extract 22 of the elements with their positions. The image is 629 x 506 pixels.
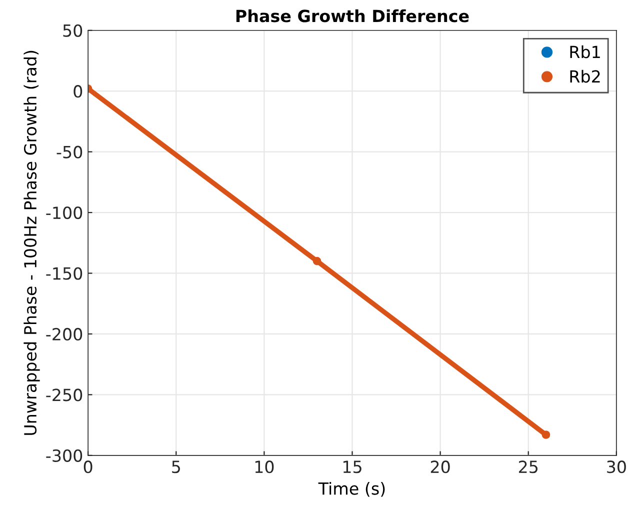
x-tick-label: 0 [84, 460, 92, 474]
x-tick-label: 25 [518, 460, 538, 474]
y-tick-label: 50 [63, 24, 82, 37]
y-tick-label: -150 [46, 267, 82, 280]
y-tick-label: -250 [46, 388, 82, 402]
x-axis-title: Time (s) [318, 482, 385, 497]
y-tick-label: -100 [46, 206, 82, 220]
x-tick-label: 30 [607, 460, 626, 474]
point [312, 256, 322, 266]
legend-label: Rb1 [570, 45, 600, 58]
x-tick-label: 20 [430, 460, 450, 474]
y-tick-label: -50 [56, 146, 82, 158]
point [542, 430, 550, 439]
legend-label: Rb2 [570, 70, 600, 83]
x-tick-label: 5 [172, 460, 180, 474]
x-tick-label: 10 [255, 460, 274, 474]
chart-title: Phase Growth Difference [236, 9, 469, 22]
y-tick-label: 0 [74, 85, 82, 98]
y-tick-label: -200 [46, 328, 82, 341]
x-tick-label: 15 [343, 460, 362, 474]
y-axis-title: Unwrapped Phase - 100Hz Phase Growth (rad) [24, 50, 40, 435]
y-tick-label: -300 [46, 449, 82, 462]
